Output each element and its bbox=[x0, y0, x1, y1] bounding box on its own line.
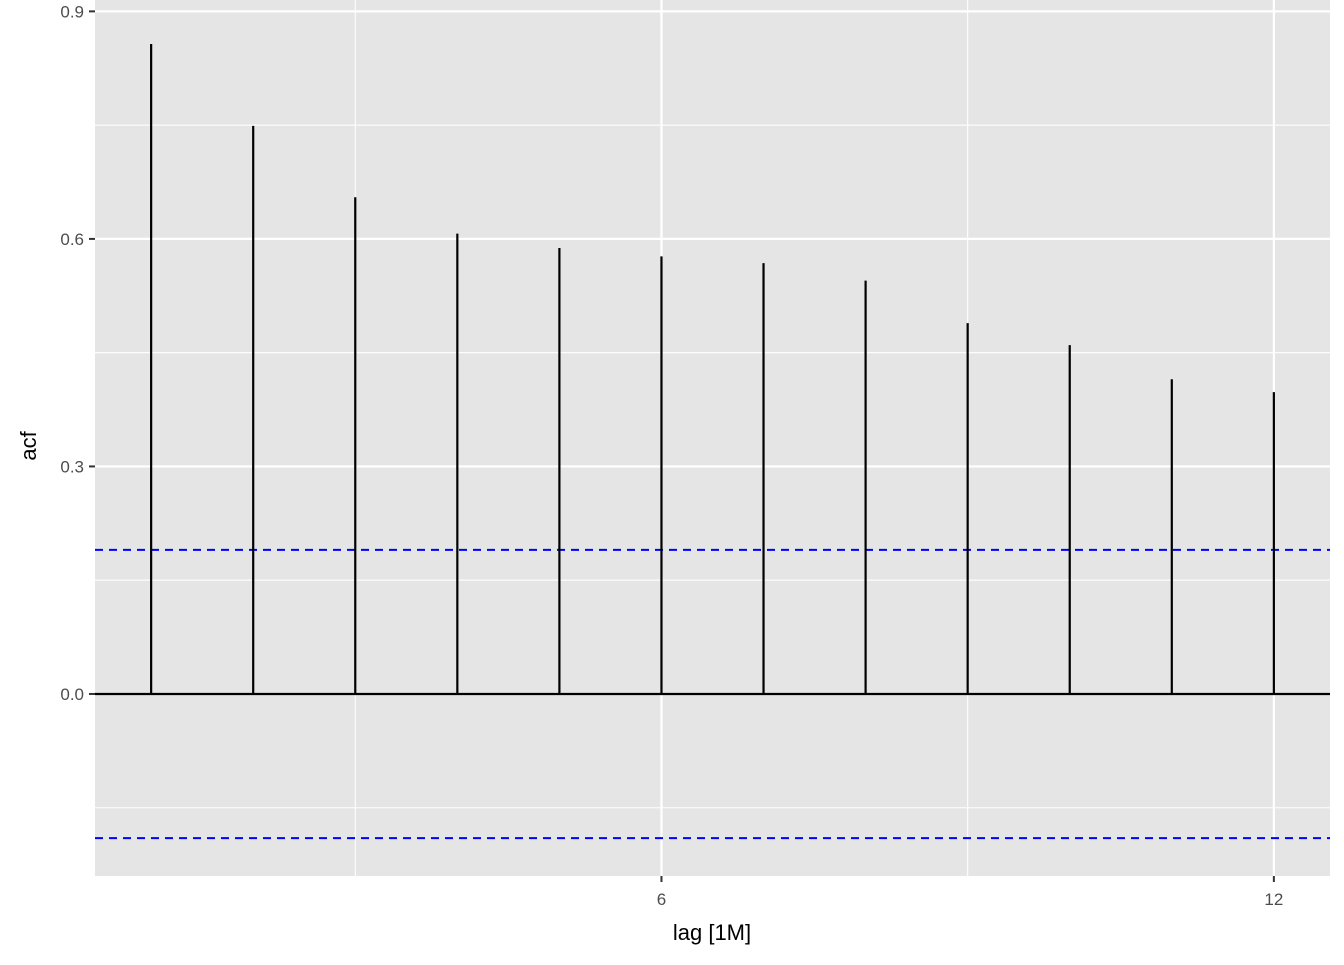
y-tick-label: 0.3 bbox=[60, 457, 84, 476]
x-tick-label: 12 bbox=[1264, 890, 1283, 909]
acf-bars bbox=[150, 43, 1275, 694]
y-tick-label: 0.9 bbox=[60, 2, 84, 21]
y-axis: 0.0 0.3 0.6 0.9 bbox=[60, 2, 95, 704]
y-tick-label: 0.6 bbox=[60, 230, 84, 249]
y-axis-title: acf bbox=[16, 430, 41, 460]
x-tick-label: 6 bbox=[657, 890, 666, 909]
y-tick-label: 0.0 bbox=[60, 685, 84, 704]
x-axis: 6 12 bbox=[657, 876, 1283, 909]
x-axis-title: lag [1M] bbox=[673, 920, 751, 945]
plot-panel bbox=[95, 0, 1330, 876]
confidence-bounds bbox=[95, 548, 1330, 840]
